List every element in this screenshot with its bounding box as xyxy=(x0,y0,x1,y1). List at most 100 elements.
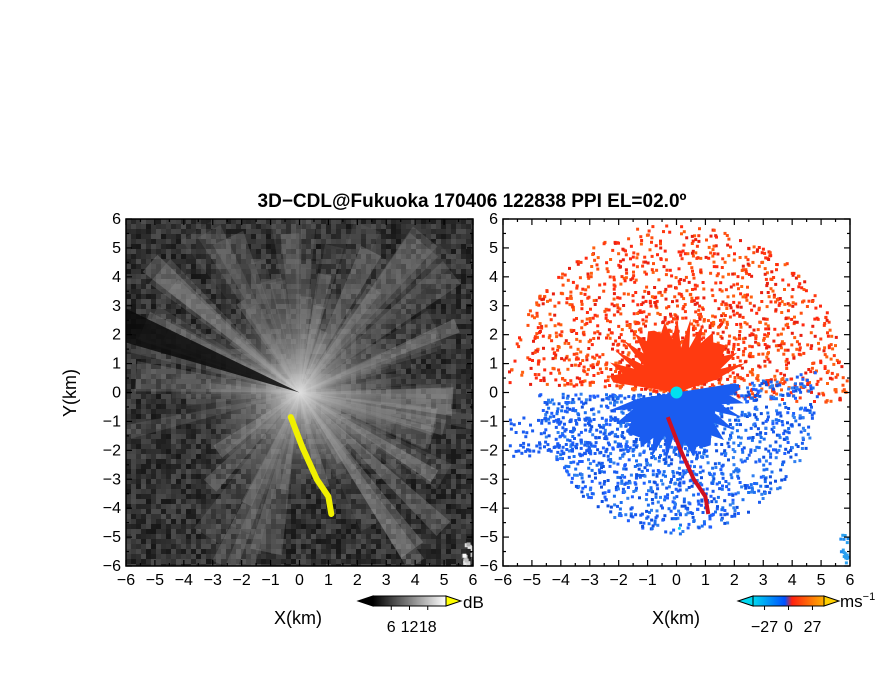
noise-cell xyxy=(411,519,416,524)
noise-cell xyxy=(201,219,206,224)
noise-cell xyxy=(156,389,161,394)
noise-cell xyxy=(416,269,421,274)
noise-cell xyxy=(406,274,411,279)
noise-cell xyxy=(291,534,296,539)
noise-cell xyxy=(236,224,241,229)
noise-cell xyxy=(341,524,346,529)
noise-cell xyxy=(331,249,336,254)
noise-cell xyxy=(236,254,241,259)
noise-cell xyxy=(386,294,391,299)
noise-cell xyxy=(431,499,436,504)
noise-cell xyxy=(226,269,231,274)
noise-cell xyxy=(451,389,456,394)
noise-cell xyxy=(336,244,341,249)
noise-cell xyxy=(456,269,461,274)
noise-cell xyxy=(421,374,426,379)
noise-cell xyxy=(451,344,456,349)
noise-cell xyxy=(161,399,166,404)
noise-cell xyxy=(231,259,236,264)
noise-cell xyxy=(291,519,296,524)
noise-cell xyxy=(156,359,161,364)
noise-cell xyxy=(376,554,381,559)
noise-cell xyxy=(406,449,411,454)
noise-cell xyxy=(186,504,191,509)
noise-cell xyxy=(171,219,176,224)
noise-cell xyxy=(361,264,366,269)
noise-cell xyxy=(466,369,471,374)
noise-cell xyxy=(411,274,416,279)
noise-cell xyxy=(136,524,141,529)
noise-cell xyxy=(441,454,446,459)
noise-cell xyxy=(231,269,236,274)
noise-cell xyxy=(386,289,391,294)
noise-cell xyxy=(306,249,311,254)
reflectivity-dark-sector xyxy=(126,308,300,393)
noise-cell xyxy=(451,334,456,339)
noise-cell xyxy=(176,324,181,329)
noise-cell xyxy=(216,259,221,264)
noise-cell xyxy=(411,314,416,319)
noise-cell xyxy=(406,519,411,524)
noise-cell xyxy=(471,514,473,519)
noise-cell xyxy=(171,329,176,334)
noise-cell xyxy=(211,279,216,284)
noise-cell xyxy=(131,254,136,259)
noise-cell xyxy=(456,384,461,389)
noise-cell xyxy=(266,229,271,234)
noise-cell xyxy=(411,294,416,299)
noise-cell xyxy=(436,259,441,264)
noise-cell xyxy=(161,474,166,479)
noise-cell xyxy=(456,344,461,349)
noise-cell xyxy=(396,504,401,509)
noise-cell xyxy=(176,274,181,279)
noise-cell xyxy=(451,459,456,464)
noise-cell xyxy=(266,529,271,534)
noise-cell xyxy=(336,234,341,239)
noise-cell xyxy=(406,334,411,339)
noise-cell xyxy=(431,339,436,344)
noise-cell xyxy=(146,489,151,494)
noise-cell xyxy=(211,244,216,249)
noise-cell xyxy=(441,349,446,354)
noise-cell xyxy=(471,399,473,404)
noise-cell xyxy=(176,369,181,374)
noise-cell xyxy=(271,519,276,524)
noise-cell xyxy=(186,274,191,279)
noise-cell xyxy=(406,409,411,414)
noise-cell xyxy=(136,459,141,464)
noise-cell xyxy=(416,419,421,424)
noise-cell xyxy=(206,274,211,279)
noise-cell xyxy=(431,534,436,539)
noise-cell xyxy=(141,369,146,374)
noise-cell xyxy=(466,234,471,239)
noise-cell xyxy=(386,474,391,479)
noise-cell xyxy=(441,249,446,254)
noise-cell xyxy=(171,319,176,324)
noise-cell xyxy=(126,559,131,564)
noise-cell xyxy=(456,244,461,249)
noise-cell xyxy=(151,434,156,439)
noise-cell xyxy=(256,254,261,259)
noise-cell xyxy=(366,264,371,269)
noise-cell xyxy=(196,304,201,309)
noise-cell xyxy=(416,534,421,539)
noise-cell xyxy=(186,309,191,314)
noise-cell xyxy=(261,504,266,509)
noise-cell xyxy=(126,304,131,309)
noise-cell xyxy=(336,249,341,254)
noise-cell xyxy=(366,249,371,254)
noise-cell xyxy=(141,269,146,274)
noise-cell xyxy=(196,509,201,514)
noise-cell xyxy=(366,484,371,489)
noise-cell xyxy=(156,469,161,474)
noise-cell xyxy=(261,549,266,554)
noise-cell xyxy=(131,539,136,544)
noise-cell xyxy=(166,509,171,514)
noise-cell xyxy=(161,529,166,534)
noise-cell xyxy=(186,304,191,309)
noise-cell xyxy=(466,494,471,499)
noise-cell xyxy=(226,249,231,254)
noise-cell xyxy=(386,264,391,269)
noise-cell xyxy=(401,429,406,434)
noise-cell xyxy=(471,329,473,334)
